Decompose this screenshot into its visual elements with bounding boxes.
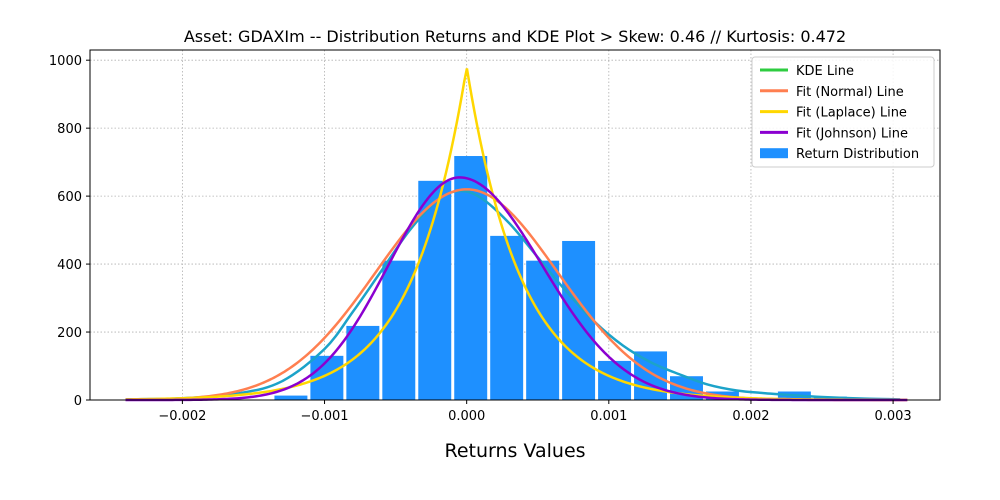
- y-tick-label: 0: [74, 394, 82, 409]
- legend-label: Fit (Normal) Line: [796, 85, 904, 100]
- x-tick-label: 0.000: [448, 409, 485, 424]
- x-tick-label: 0.002: [732, 409, 769, 424]
- legend-box: [751, 56, 935, 168]
- histogram-bar: [526, 260, 560, 400]
- x-tick-label: 0.003: [874, 409, 911, 424]
- legend-swatch: [760, 148, 788, 159]
- y-tick-label: 200: [57, 326, 82, 341]
- y-tick-label: 600: [57, 190, 82, 205]
- histogram-bar: [598, 360, 632, 400]
- histogram-bar: [310, 355, 344, 400]
- histogram-bar: [346, 325, 380, 400]
- x-tick-label: 0.001: [590, 409, 627, 424]
- plot-frame: [89, 49, 941, 401]
- legend-label: KDE Line: [796, 64, 854, 79]
- x-tick-label: −0.002: [158, 409, 206, 424]
- axis-ticks: −0.002 −0.001 0.000 0.001 0.002 0.003 0 200 400 6…: [49, 54, 912, 424]
- histogram-bar: [490, 235, 524, 400]
- histogram-bar: [634, 351, 668, 400]
- histogram-bar: [274, 395, 308, 400]
- legend: KDE Line Fit (Normal) Line Fit (Laplace) L…: [751, 56, 935, 168]
- series-lines: [125, 68, 908, 402]
- histogram-bar: [454, 156, 488, 400]
- legend-label: Fit (Laplace) Line: [796, 106, 907, 121]
- chart-title: Asset: GDAXIm -- Distribution Returns an…: [184, 27, 846, 46]
- y-tick-label: 800: [57, 122, 82, 137]
- x-axis-title: Returns Values: [444, 440, 585, 462]
- legend-label: Return Distribution: [796, 147, 919, 162]
- y-tick-label: 1000: [49, 54, 82, 69]
- legend-label: Fit (Johnson) Line: [796, 126, 908, 141]
- x-tick-label: −0.001: [300, 409, 348, 424]
- y-tick-label: 400: [57, 258, 82, 273]
